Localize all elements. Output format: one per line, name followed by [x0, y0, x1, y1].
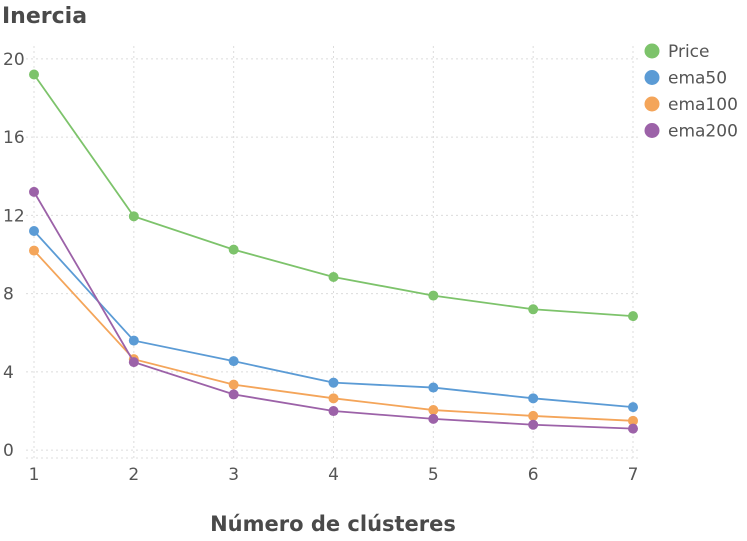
- legend-label: ema100: [668, 95, 738, 115]
- data-point: [128, 335, 139, 346]
- legend-label: ema200: [668, 122, 738, 142]
- data-point: [628, 423, 638, 434]
- y-tick-label: 4: [3, 363, 14, 383]
- data-point: [628, 415, 638, 426]
- data-point: [29, 69, 39, 80]
- y-tick-label: 12: [3, 206, 25, 226]
- data-point: [29, 226, 39, 237]
- data-point: [628, 311, 638, 322]
- x-tick-label: 3: [228, 465, 239, 485]
- y-tick-label: 8: [3, 285, 14, 305]
- data-point: [428, 405, 439, 416]
- series-price: [29, 69, 638, 322]
- y-tick-label: 20: [3, 50, 25, 70]
- y-axis-ticks: 0 4 8 12 16 20: [3, 50, 25, 461]
- y-tick-label: 16: [3, 128, 25, 148]
- data-point: [328, 406, 339, 417]
- data-point: [528, 419, 539, 430]
- x-tick-label: 2: [128, 465, 139, 485]
- series-ema50: [29, 226, 638, 413]
- data-point: [628, 402, 638, 413]
- legend-item: Price: [644, 42, 709, 62]
- legend-item: ema100: [644, 95, 738, 115]
- data-point: [328, 377, 339, 388]
- legend: Price ema50 ema100 ema200: [644, 42, 738, 142]
- legend-marker: [644, 43, 660, 59]
- data-point: [128, 211, 139, 222]
- data-point: [228, 244, 239, 255]
- legend-label: Price: [668, 42, 709, 62]
- data-point: [428, 413, 439, 424]
- x-axis-ticks: 1 2 3 4 5 6 7: [29, 465, 639, 485]
- y-tick-label: 0: [3, 441, 14, 461]
- data-point: [328, 272, 339, 283]
- legend-item: ema50: [644, 69, 727, 89]
- data-point: [528, 393, 539, 404]
- data-point: [328, 393, 339, 404]
- x-tick-label: 6: [528, 465, 539, 485]
- data-point: [528, 304, 539, 315]
- legend-label: ema50: [668, 69, 727, 89]
- data-point: [428, 382, 439, 393]
- data-point: [128, 357, 139, 368]
- legend-item: ema200: [644, 122, 738, 142]
- x-tick-label: 4: [328, 465, 339, 485]
- data-point: [228, 379, 239, 390]
- data-point: [228, 356, 239, 367]
- data-point: [528, 410, 539, 421]
- series-ema200: [29, 186, 638, 434]
- data-point: [29, 186, 39, 197]
- data-point: [228, 389, 239, 400]
- series-layer: [29, 69, 638, 434]
- x-tick-label: 7: [628, 465, 639, 485]
- x-axis-label: Número de clústeres: [210, 512, 456, 536]
- legend-marker: [644, 96, 660, 112]
- legend-marker: [644, 70, 660, 85]
- legend-marker: [644, 123, 660, 138]
- x-tick-label: 1: [29, 465, 40, 485]
- x-tick-label: 5: [428, 465, 439, 485]
- data-point: [29, 245, 39, 256]
- chart-title: Inercia: [2, 4, 87, 29]
- data-point: [428, 290, 439, 301]
